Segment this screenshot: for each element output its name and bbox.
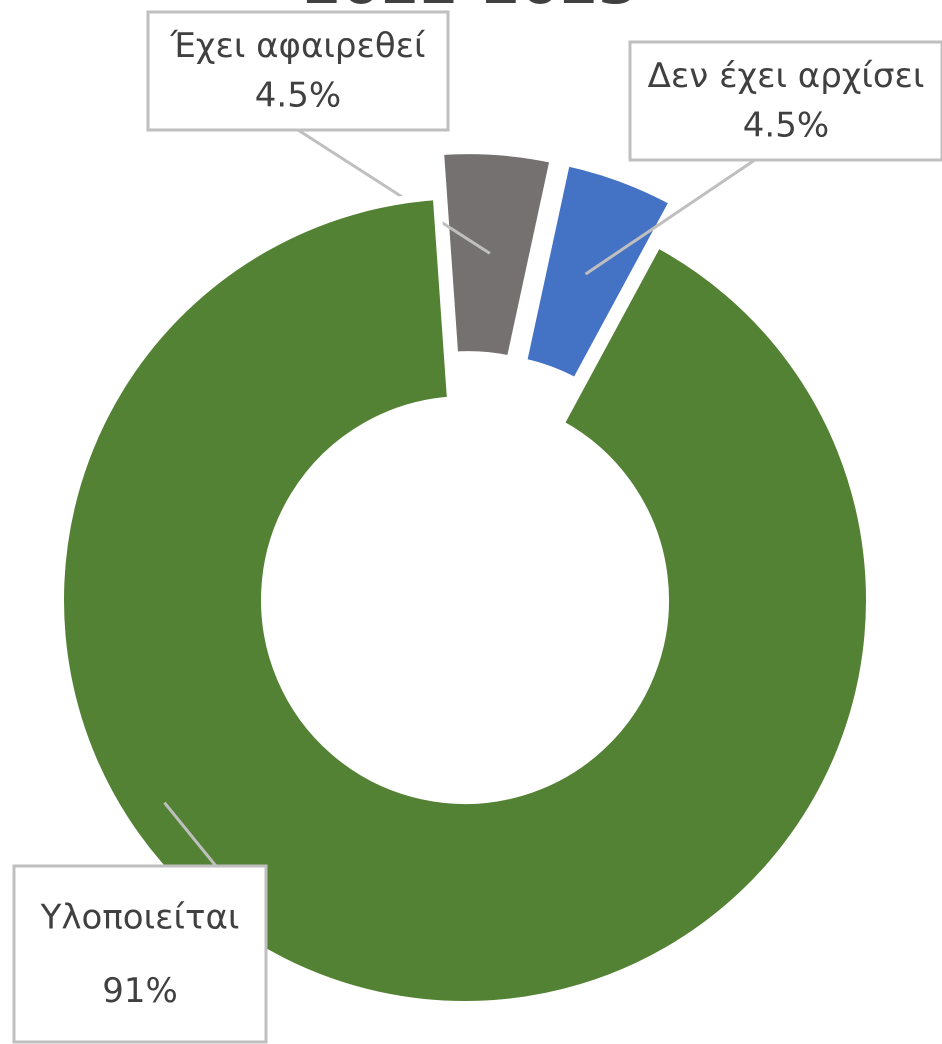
label-box	[628, 40, 942, 162]
label-box	[146, 10, 450, 132]
data-label-name: Υλοποιείται	[40, 897, 240, 937]
callout-line	[297, 128, 491, 255]
data-label-name: Δεν έχει αρχίσει	[648, 56, 925, 96]
donut-slice	[518, 157, 679, 388]
donut-slice	[435, 146, 559, 365]
data-label-value: 4.5%	[743, 105, 829, 145]
label-box	[12, 864, 268, 1044]
callout-line	[584, 158, 756, 276]
data-label-value: 4.5%	[255, 75, 341, 115]
data-label-value: 91%	[102, 971, 178, 1011]
donut-slice	[56, 191, 874, 1009]
data-label-name: Έχει αφαιρεθεί	[169, 26, 426, 66]
